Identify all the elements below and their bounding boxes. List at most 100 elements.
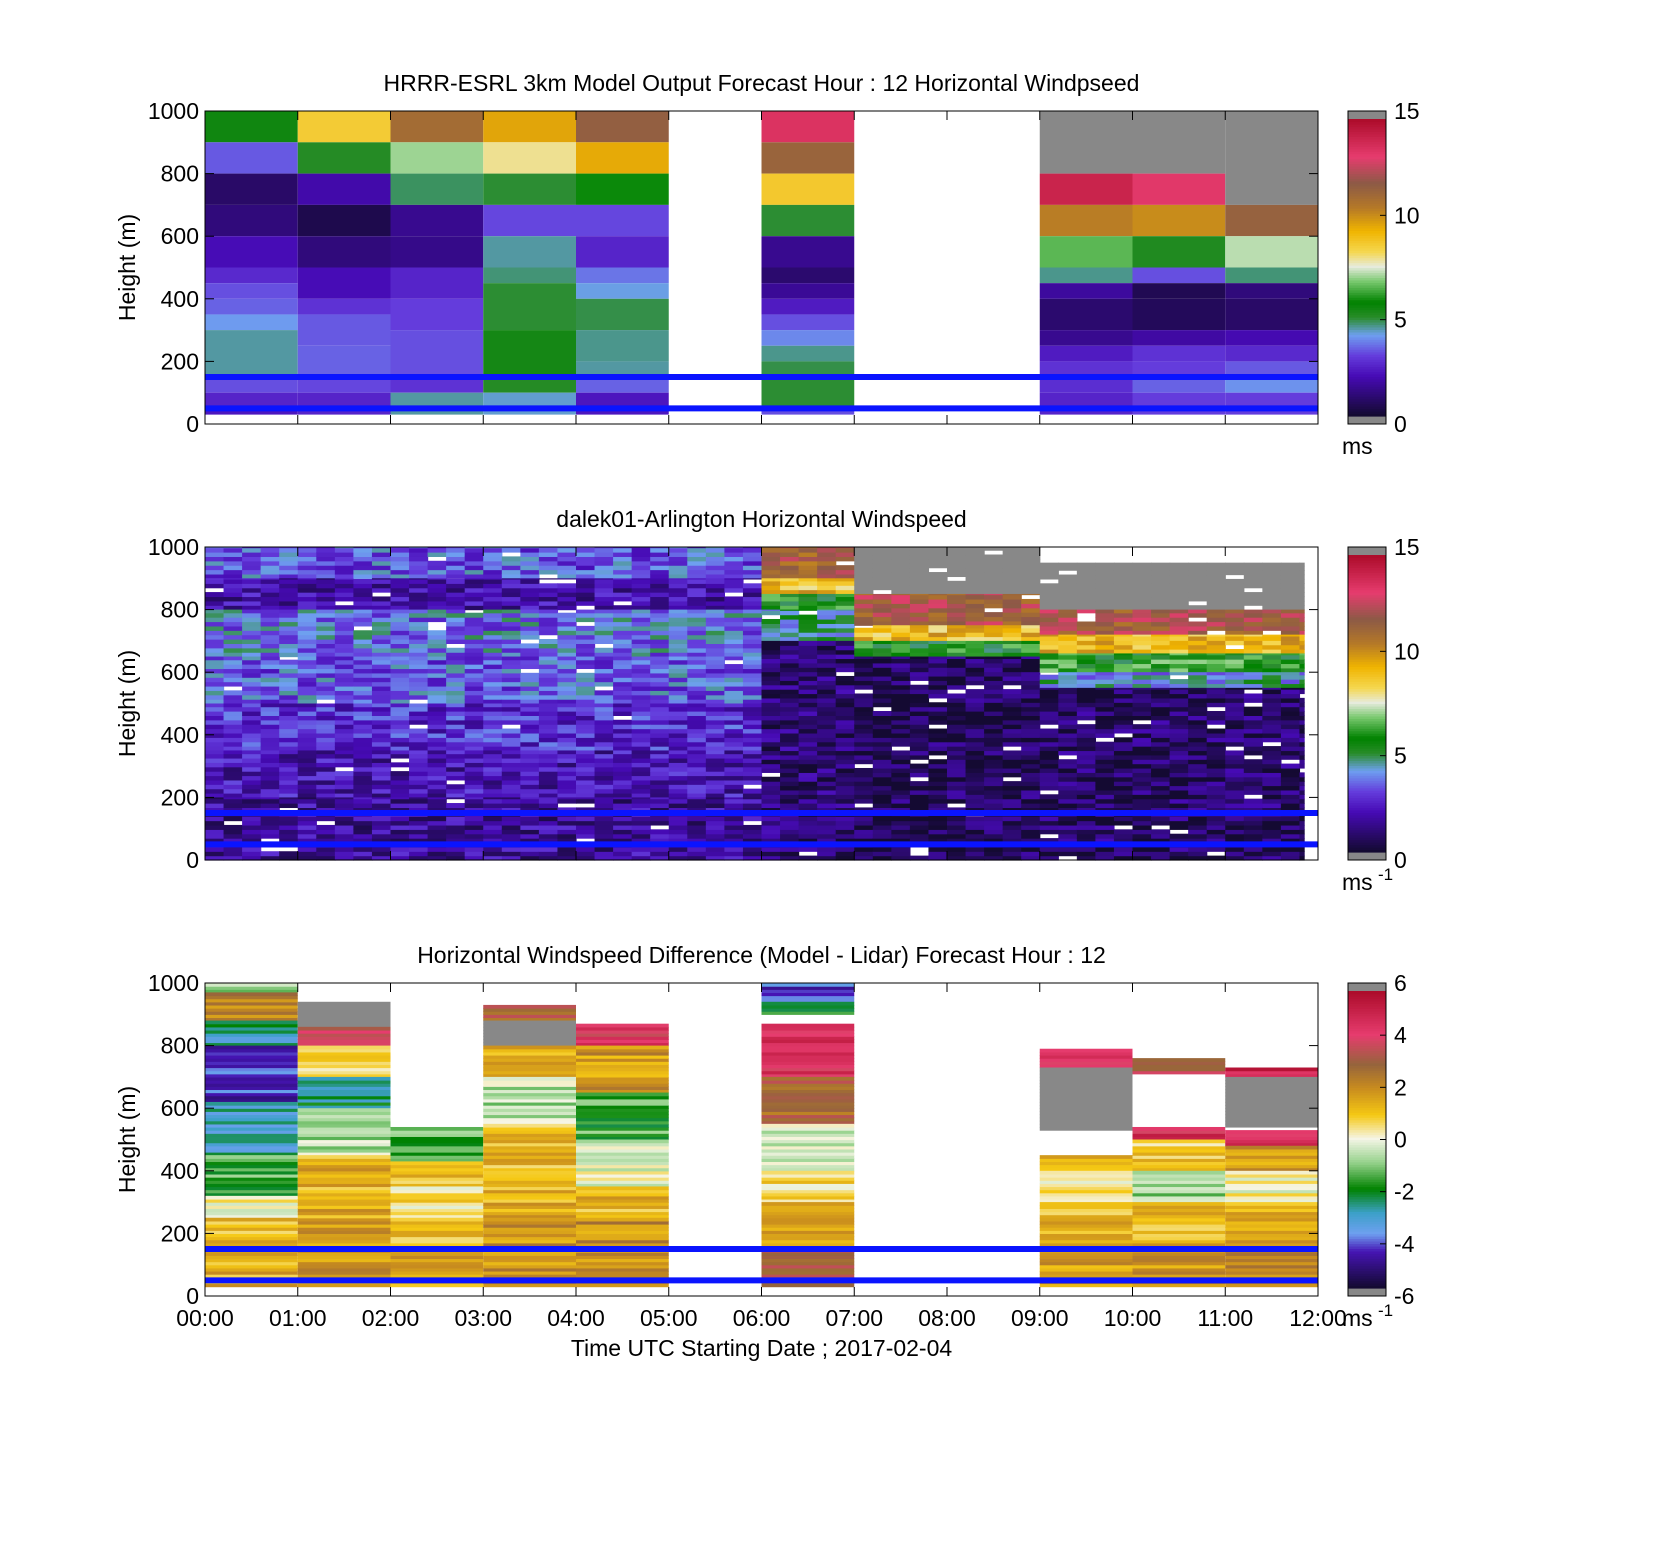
cell-0 [742,728,763,734]
cell-0 [223,656,243,661]
cell-3 [1095,759,1115,765]
cell-1 [798,662,818,668]
cell-2 [965,603,985,609]
cell-0 [742,779,763,785]
cell-1 [761,636,781,642]
colorbar-step [1348,809,1386,813]
cell-3 [1151,583,1171,589]
cell-0 [742,797,763,800]
cell-0 [205,784,225,790]
colorbar-step [1348,289,1386,293]
cell-3 [1206,697,1226,703]
cell-0 [520,609,540,614]
cell-1 [817,627,837,633]
cell-3 [1188,625,1208,631]
cell-2 [854,567,874,573]
cell-0 [446,728,466,734]
cell-0 [353,547,373,553]
cell-0 [334,694,354,700]
cell-3 [1095,683,1115,689]
cell-0 [594,703,614,708]
cell-0 [334,807,354,813]
cell-0 [687,587,707,593]
cell-1 [835,589,855,595]
colorbar-step [1348,396,1386,400]
cell-2 [947,776,967,782]
cell-0 [687,578,707,580]
cell-3 [1299,737,1305,743]
cell-0 [316,855,336,861]
cell-3 [1206,625,1226,631]
colorbar-step [1348,208,1386,212]
cell-0 [242,746,262,752]
colorbar-unit: ms [1342,869,1373,895]
cell-1 [798,623,818,629]
cell-0 [223,694,243,700]
cell-1 [780,609,800,611]
cell-0 [390,807,410,813]
cell-0 [483,793,503,798]
cell-0 [409,647,429,653]
cell-0 [538,694,559,700]
cell-0 [260,643,280,649]
cell-3 [1058,829,1078,835]
cell-0 [668,694,688,700]
cell-0 [464,664,484,670]
cell-3 [1058,583,1078,589]
cell-1 [780,741,800,747]
cell-0 [650,750,670,755]
cell-0 [557,706,577,712]
cell-2 [909,580,930,586]
cell-3 [1262,829,1282,835]
cell-3 [1039,785,1059,791]
cell-1 [780,636,800,642]
cell-0 [668,757,688,763]
colorbar-step [1348,393,1386,397]
cell-3 [1039,759,1059,765]
cell-0 [724,797,744,800]
cell-1 [798,680,818,686]
cell-0-3 [205,1064,298,1069]
cell-3 [1188,719,1208,725]
colorbar-step [1348,383,1386,387]
cell-3 [1132,621,1152,627]
cell-3 [1169,617,1189,623]
y-tick-label: 800 [161,597,199,623]
cell-2 [854,719,874,725]
cell-0 [409,569,429,575]
cell-0 [520,771,540,777]
cell-2 [854,746,874,752]
cell-0 [668,711,688,716]
cell-1 [835,662,855,668]
cell-0 [316,793,336,798]
cell-0 [705,677,725,683]
cell-0 [687,715,707,721]
colorbar-step [1348,406,1386,410]
cell-0 [594,816,614,822]
cell-1-6 [297,1208,391,1213]
cell-0 [724,855,744,861]
cell-0 [520,846,540,852]
colorbar-step [1348,401,1386,405]
cell-3 [1299,711,1305,716]
cell-3 [1076,653,1096,656]
cell-0-9 [205,330,298,378]
cell-1 [817,560,837,566]
cell-0 [446,625,466,631]
cell-3 [1113,605,1134,611]
cell-0 [223,750,243,755]
cell-0 [390,685,410,691]
cell-0 [520,664,540,670]
cell-0-5 [205,1170,298,1175]
cell-3 [1225,654,1245,660]
cell-2 [872,785,892,791]
cell-2 [1021,706,1041,712]
cell-0 [557,829,577,835]
cell-0 [223,647,243,653]
cell-0 [223,569,243,575]
cell-0 [334,797,354,800]
cell-0 [464,659,484,665]
cell-3 [1299,674,1305,680]
cell-3 [1076,562,1096,567]
cell-0 [687,724,707,730]
